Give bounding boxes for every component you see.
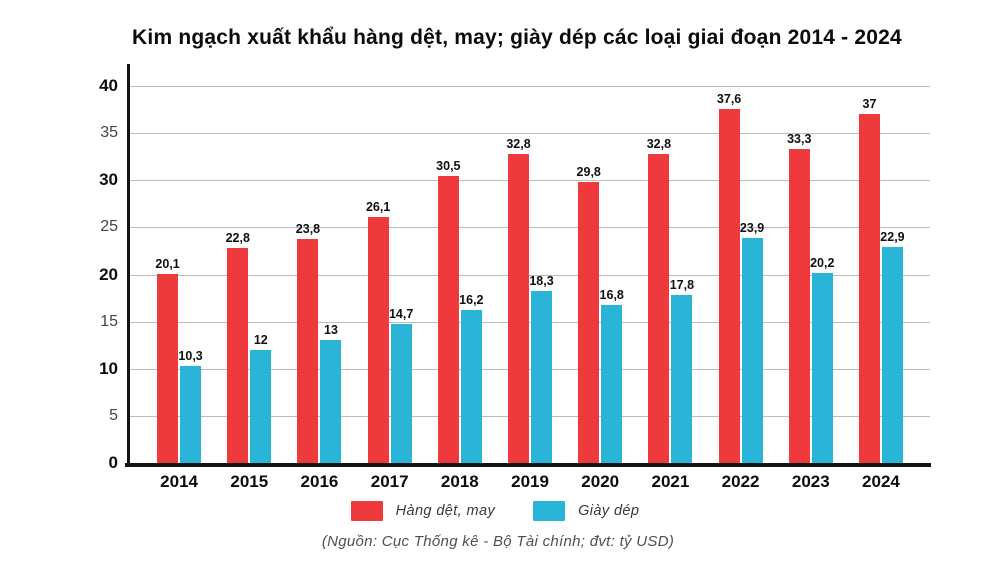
bar-gi-y-d-p-2018: 16,2 xyxy=(459,293,484,463)
x-tick-label-2017: 2017 xyxy=(370,472,409,491)
gridline-40 xyxy=(130,86,930,87)
bar-value-label: 22,8 xyxy=(225,231,250,246)
bar-group-2019: 32,8 18,3 xyxy=(495,86,565,463)
x-tick-label-2022: 2022 xyxy=(721,472,760,491)
bar-gi-y-d-p-2022: 23,9 xyxy=(740,221,764,463)
x-axis-labels: 2014 2015 2016 2017 2018 2019 2020 2021 2022 2023… xyxy=(130,472,930,492)
bar-value-label: 26,1 xyxy=(365,200,391,215)
y-tick-label-5: 5 xyxy=(109,406,118,424)
bar-value-label: 37 xyxy=(862,97,877,112)
gridline-25 xyxy=(130,227,930,229)
x-tick-label-2016: 2016 xyxy=(300,472,339,491)
bar-h-ng-d-t-may-2019: 32,8 xyxy=(506,137,531,463)
legend-swatch xyxy=(350,501,383,521)
bar-value-label: 20,2 xyxy=(810,255,835,270)
x-tick-label-2015: 2015 xyxy=(230,472,269,491)
bar-group-2015: 22,8 12 xyxy=(214,86,284,463)
bar-group-2024: 37 22,9 xyxy=(846,86,916,463)
bar-h-ng-d-t-may-2016: 23,8 xyxy=(296,222,320,463)
bar-gi-y-d-p-2017: 14,7 xyxy=(389,307,413,463)
y-tick-label-30: 30 xyxy=(99,170,118,190)
x-tick-label-2024: 2024 xyxy=(862,472,900,491)
bar-h-ng-d-t-may-2020: 29,8 xyxy=(577,165,601,463)
bar-gi-y-d-p-2020: 16,8 xyxy=(600,288,624,463)
legend: Hàng dệt, may Giày dép xyxy=(0,501,990,521)
bar-value-label: 37,6 xyxy=(716,91,742,106)
bar-group-2020: 29,8 16,8 xyxy=(565,86,635,463)
gridline-20 xyxy=(130,274,930,276)
legend-item: Giày dép xyxy=(533,501,639,521)
bar-h-ng-d-t-may-2014: 20,1 xyxy=(155,257,180,463)
bar-value-label: 33,3 xyxy=(787,132,812,147)
legend-label: Giày dép xyxy=(578,503,640,519)
bar-group-2018: 30,5 16,2 xyxy=(425,86,495,463)
bar-value-label: 16,8 xyxy=(599,287,624,302)
bar-value-label: 10,3 xyxy=(178,348,203,363)
gridline-5 xyxy=(130,415,930,417)
bar-h-ng-d-t-may-2021: 32,8 xyxy=(647,137,671,463)
bar-gi-y-d-p-2016: 13 xyxy=(320,323,342,463)
gridline-15 xyxy=(130,321,930,323)
y-tick-label-20: 20 xyxy=(99,264,118,284)
bar-value-label: 13 xyxy=(324,323,338,338)
bar-value-label: 32,8 xyxy=(646,136,672,151)
y-tick-label-0: 0 xyxy=(108,453,118,472)
y-axis-line xyxy=(127,64,130,467)
legend-swatch xyxy=(533,501,566,521)
bar-value-label: 16,2 xyxy=(459,293,484,308)
bar-group-2022: 37,6 23,9 xyxy=(706,86,776,463)
bar-group-2023: 33,3 20,2 xyxy=(776,86,846,463)
chart-title: Kim ngạch xuất khẩu hàng dệt, may; giày … xyxy=(132,26,902,49)
gridline-10 xyxy=(130,368,930,370)
gridline-30 xyxy=(130,180,930,182)
bar-group-2014: 20,1 10,3 xyxy=(144,86,214,463)
bar-value-label: 18,3 xyxy=(529,273,554,288)
bar-gi-y-d-p-2019: 18,3 xyxy=(529,274,554,463)
x-tick-label-2018: 2018 xyxy=(440,472,479,491)
bar-value-label: 14,7 xyxy=(388,307,414,322)
y-tick-label-25: 25 xyxy=(100,218,118,236)
bar-gi-y-d-p-2024: 22,9 xyxy=(880,230,905,463)
gridline-35 xyxy=(130,133,930,135)
bar-value-label: 29,8 xyxy=(576,165,601,180)
x-tick-label-2021: 2021 xyxy=(651,472,690,491)
x-tick-label-2023: 2023 xyxy=(791,472,830,491)
legend-label: Hàng dệt, may xyxy=(395,503,496,519)
x-tick-label-2020: 2020 xyxy=(581,472,620,491)
bar-h-ng-d-t-may-2022: 37,6 xyxy=(717,92,741,463)
bar-value-label: 23,9 xyxy=(739,220,765,235)
bar-value-label: 20,1 xyxy=(155,256,180,271)
bars-row: 20,1 10,3 22,8 12 23,8 13 26,1 14,7 30,5 16,2 32,8… xyxy=(130,86,930,463)
bar-h-ng-d-t-may-2017: 26,1 xyxy=(366,200,390,463)
legend-item: Hàng dệt, may xyxy=(350,501,496,521)
x-tick-label-2019: 2019 xyxy=(511,472,549,491)
bar-value-label: 12 xyxy=(253,332,268,347)
y-tick-label-40: 40 xyxy=(99,76,118,95)
bar-value-label: 22,9 xyxy=(880,230,905,245)
bar-h-ng-d-t-may-2018: 30,5 xyxy=(436,159,461,463)
bar-gi-y-d-p-2015: 12 xyxy=(250,333,272,463)
bar-gi-y-d-p-2021: 17,8 xyxy=(670,278,694,463)
source-note: (Nguồn: Cục Thống kê - Bộ Tài chính; đvt… xyxy=(321,533,675,550)
bar-group-2016: 23,8 13 xyxy=(284,86,354,463)
bar-group-2021: 32,8 17,8 xyxy=(635,86,705,463)
bar-h-ng-d-t-may-2015: 22,8 xyxy=(226,231,250,463)
bar-value-label: 23,8 xyxy=(295,221,321,236)
bar-h-ng-d-t-may-2023: 33,3 xyxy=(787,132,811,463)
y-tick-label-35: 35 xyxy=(100,124,118,142)
y-axis-labels: 0 5 10 15 20 25 30 35 40 xyxy=(0,76,118,472)
bar-value-label: 17,8 xyxy=(669,278,695,293)
bar-h-ng-d-t-may-2024: 37 xyxy=(858,97,880,463)
bar-group-2017: 26,1 14,7 xyxy=(355,86,425,463)
plot-area: 20,1 10,3 22,8 12 23,8 13 26,1 14,7 30,5 16,2 32,8… xyxy=(130,86,930,463)
x-tick-label-2014: 2014 xyxy=(160,472,198,491)
bar-gi-y-d-p-2023: 20,2 xyxy=(810,256,834,463)
bar-value-label: 30,5 xyxy=(436,158,461,173)
y-tick-label-15: 15 xyxy=(100,312,118,330)
x-axis-line xyxy=(125,463,931,467)
bar-gi-y-d-p-2014: 10,3 xyxy=(178,349,203,463)
y-tick-label-10: 10 xyxy=(99,358,118,378)
bar-value-label: 32,8 xyxy=(506,136,531,151)
